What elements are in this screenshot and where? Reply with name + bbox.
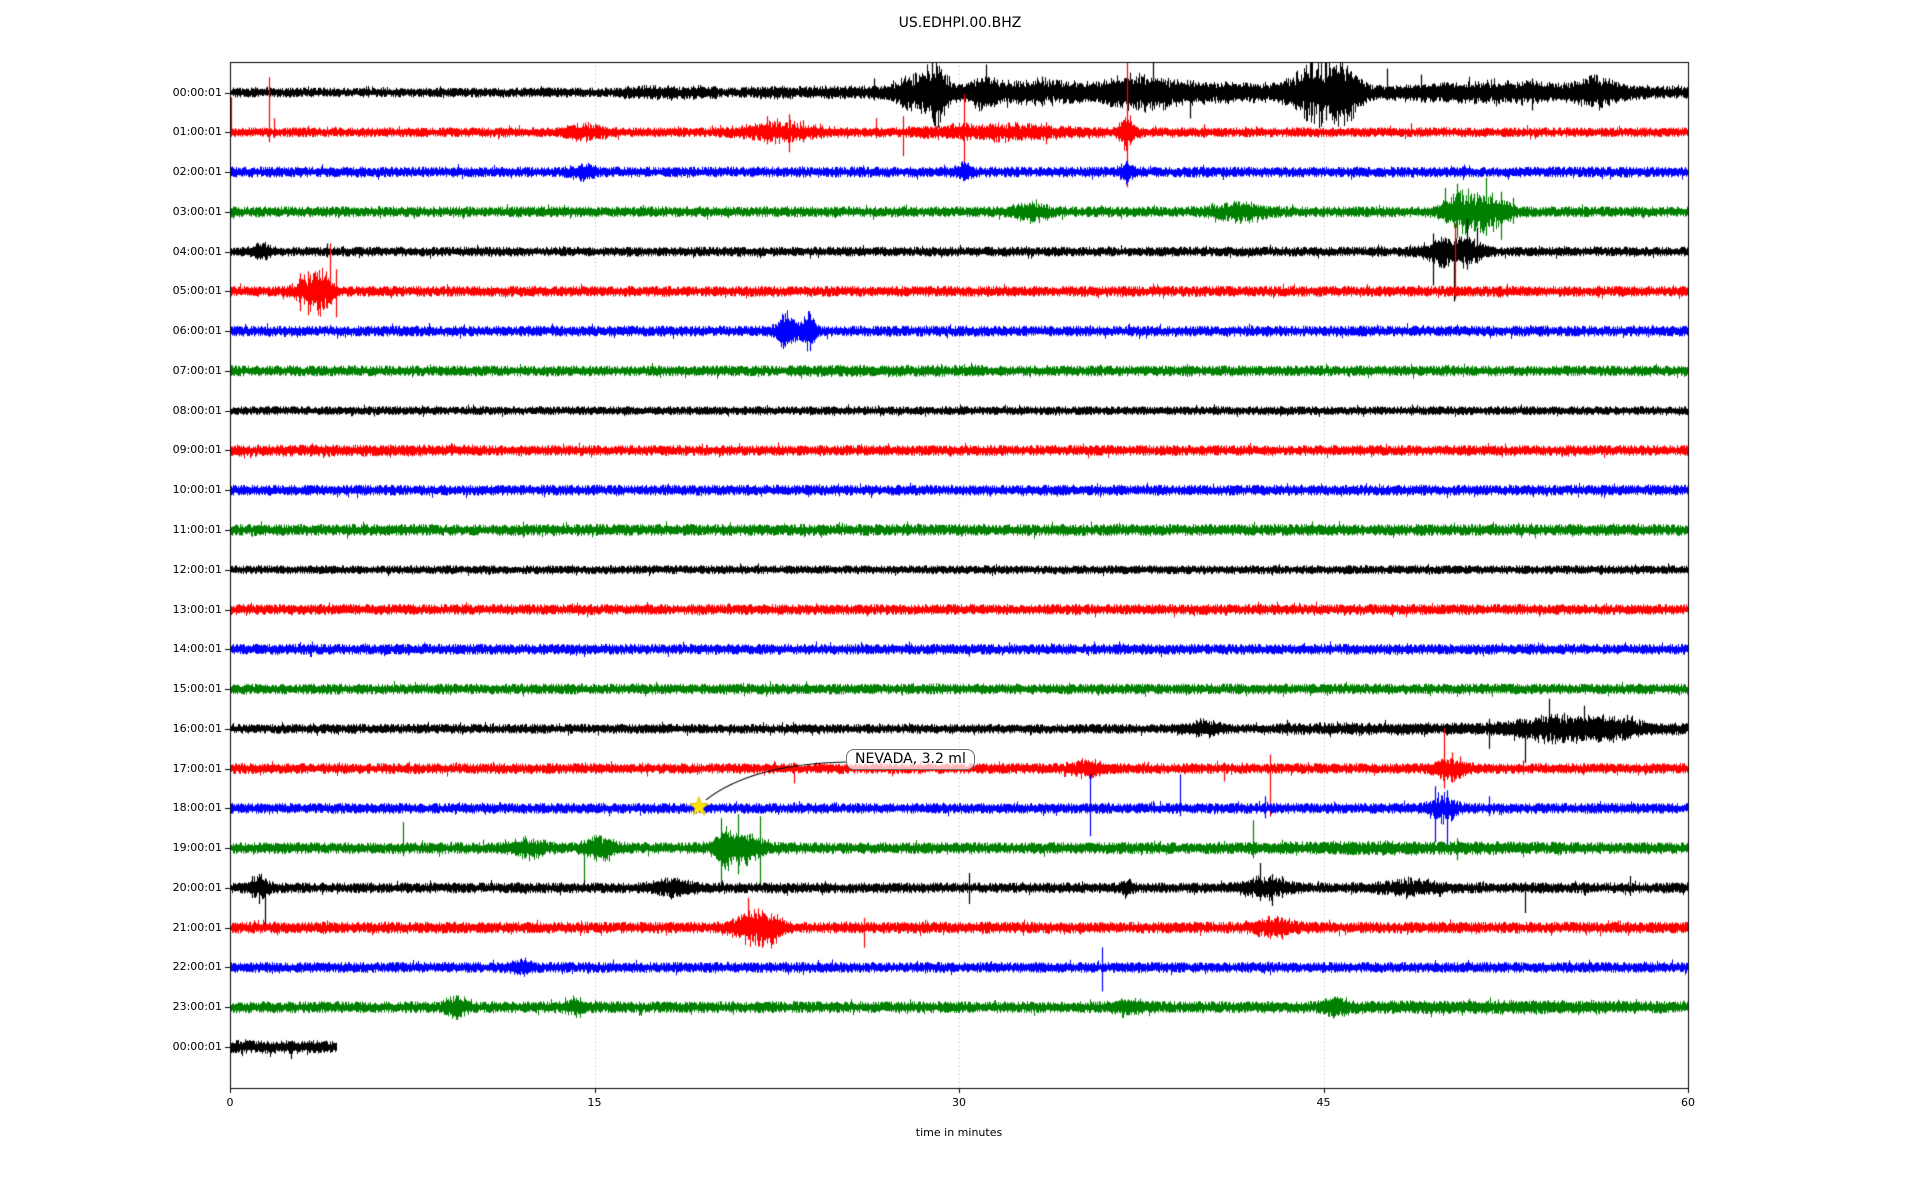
y-axis-label: 04:00:01: [172, 244, 222, 258]
x-axis-label: 15: [587, 1096, 602, 1109]
x-axis-label: 30: [952, 1096, 966, 1109]
y-axis-label: 17:00:01: [172, 761, 222, 775]
x-axis-title: time in minutes: [915, 1126, 1003, 1139]
y-axis-label: 11:00:01: [172, 522, 222, 536]
y-axis-label: 14:00:01: [172, 642, 222, 656]
y-axis-label: 13:00:01: [172, 602, 222, 616]
y-axis-label: 15:00:01: [172, 682, 222, 696]
y-axis-label: 18:00:01: [172, 801, 222, 815]
y-axis-label: 03:00:01: [172, 204, 222, 218]
y-axis-label: 01:00:01: [172, 125, 222, 139]
y-axis-label: 00:00:01: [172, 85, 222, 99]
y-axis-label: 06:00:01: [172, 324, 222, 338]
x-axis-label: 60: [1681, 1096, 1695, 1109]
y-axis-label: 00:00:01: [172, 1039, 222, 1053]
y-axis-label: 10:00:01: [172, 483, 222, 497]
y-axis-label: 09:00:01: [172, 443, 222, 457]
y-axis-label: 12:00:01: [172, 562, 222, 576]
y-axis-label: 07:00:01: [172, 363, 222, 377]
y-axis-label: 23:00:01: [172, 1000, 222, 1014]
y-axis-label: 02:00:01: [172, 165, 222, 179]
chart-title: US.EDHPI.00.BHZ: [898, 15, 1022, 31]
y-axis-label: 19:00:01: [172, 841, 222, 855]
y-axis-label: 05:00:01: [172, 284, 222, 298]
y-axis-label: 22:00:01: [172, 960, 222, 974]
event-annotation-box: NEVADA, 3.2 ml: [846, 749, 975, 770]
y-axis-label: 20:00:01: [172, 880, 222, 894]
x-axis-label: 45: [1316, 1096, 1331, 1109]
y-axis-label: 08:00:01: [172, 403, 222, 417]
x-axis-label: 0: [226, 1096, 234, 1109]
y-axis-label: 21:00:01: [172, 920, 222, 934]
y-axis-label: 16:00:01: [172, 721, 222, 735]
